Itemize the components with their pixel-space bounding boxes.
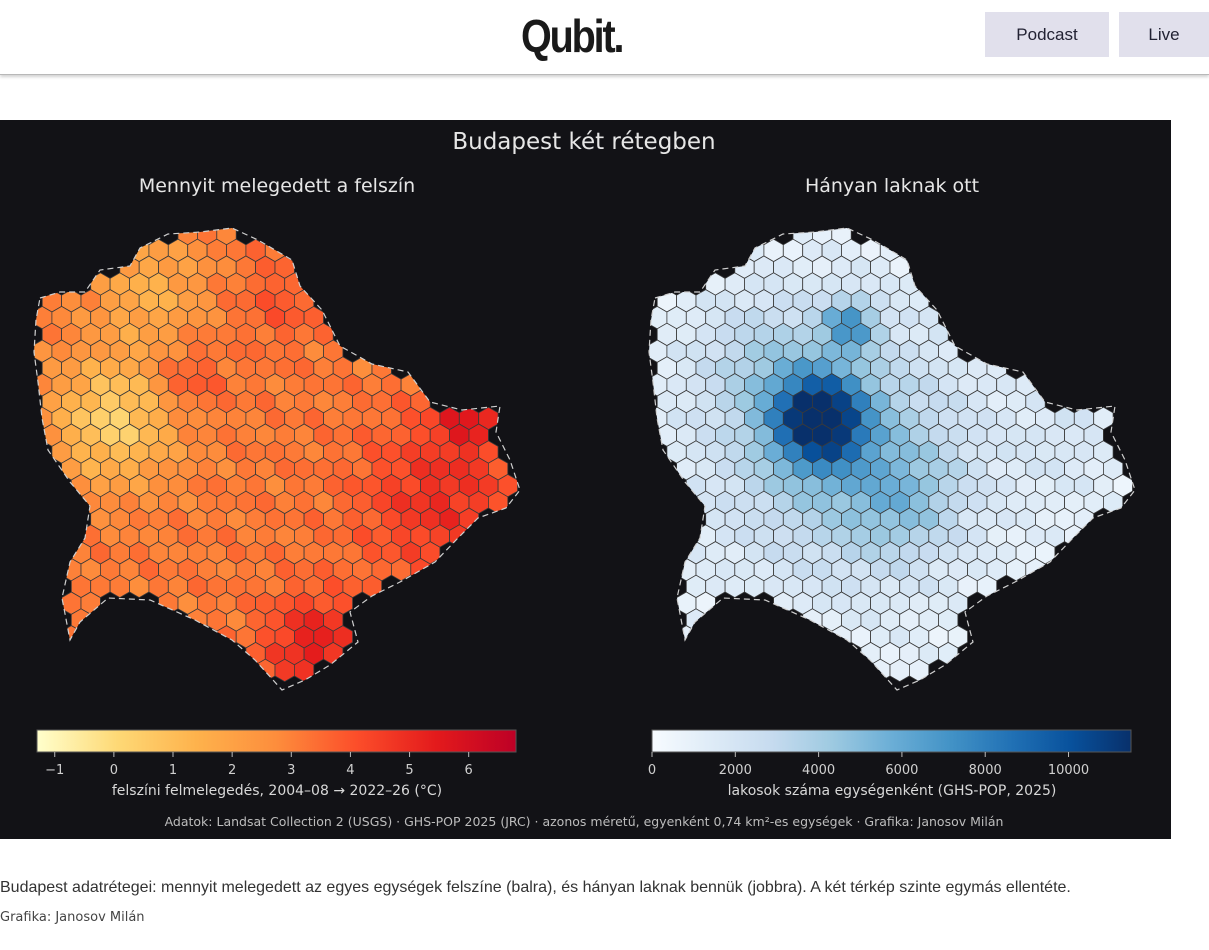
warming-colorbar-label: felszíni felmelegedés, 2004–08 → 2022–26… [112,783,442,799]
population-tick-label: 10000 [1048,763,1089,778]
warming-map-boundary [33,227,521,691]
figure-caption: Budapest adatrétegei: mennyit melegedett… [0,879,1071,896]
nav-podcast-button[interactable]: Podcast [985,12,1109,57]
population-tick-label: 2000 [719,763,752,778]
population-colorbar [651,729,1132,753]
site-header: Qubit. Podcast Live [0,0,1209,75]
figure-svg: Budapest két rétegben Mennyit melegedett… [33,129,1136,829]
figure-credit: Grafika: Janosov Milán [0,910,145,925]
warming-hex-map [34,228,518,683]
population-colorbar-label: lakosok száma egységenként (GHS-POP, 202… [728,783,1057,799]
population-tick-label: 0 [648,763,656,778]
figure-source-note: Adatok: Landsat Collection 2 (USGS) · GH… [165,814,1004,829]
warming-tick-label: 5 [405,763,413,778]
right-map-title: Hányan laknak ott [805,175,979,197]
warming-colorbar [36,729,517,753]
site-logo[interactable]: Qubit. [521,10,625,62]
warming-tick-label: 0 [110,763,118,778]
warming-colorbar-ticks: −1 0 1 2 3 4 5 6 [45,752,473,778]
warming-tick-label: 4 [346,763,354,778]
warming-tick-label: 2 [228,763,236,778]
population-hex-map [649,228,1133,683]
population-map-boundary [648,227,1136,691]
warming-tick-label: 3 [287,763,295,778]
nav-live-button[interactable]: Live [1119,12,1209,57]
figure-graphic: Budapest két rétegben Mennyit melegedett… [0,120,1171,839]
population-colorbar-ticks: 0 2000 4000 6000 8000 10000 [648,752,1089,778]
population-tick-label: 4000 [802,763,835,778]
left-map-title: Mennyit melegedett a felszín [139,175,415,197]
warming-tick-label: 1 [169,763,177,778]
population-tick-label: 6000 [885,763,918,778]
figure-title: Budapest két rétegben [452,129,715,155]
warming-tick-label: −1 [45,763,64,778]
population-tick-label: 8000 [969,763,1002,778]
warming-tick-label: 6 [465,763,473,778]
